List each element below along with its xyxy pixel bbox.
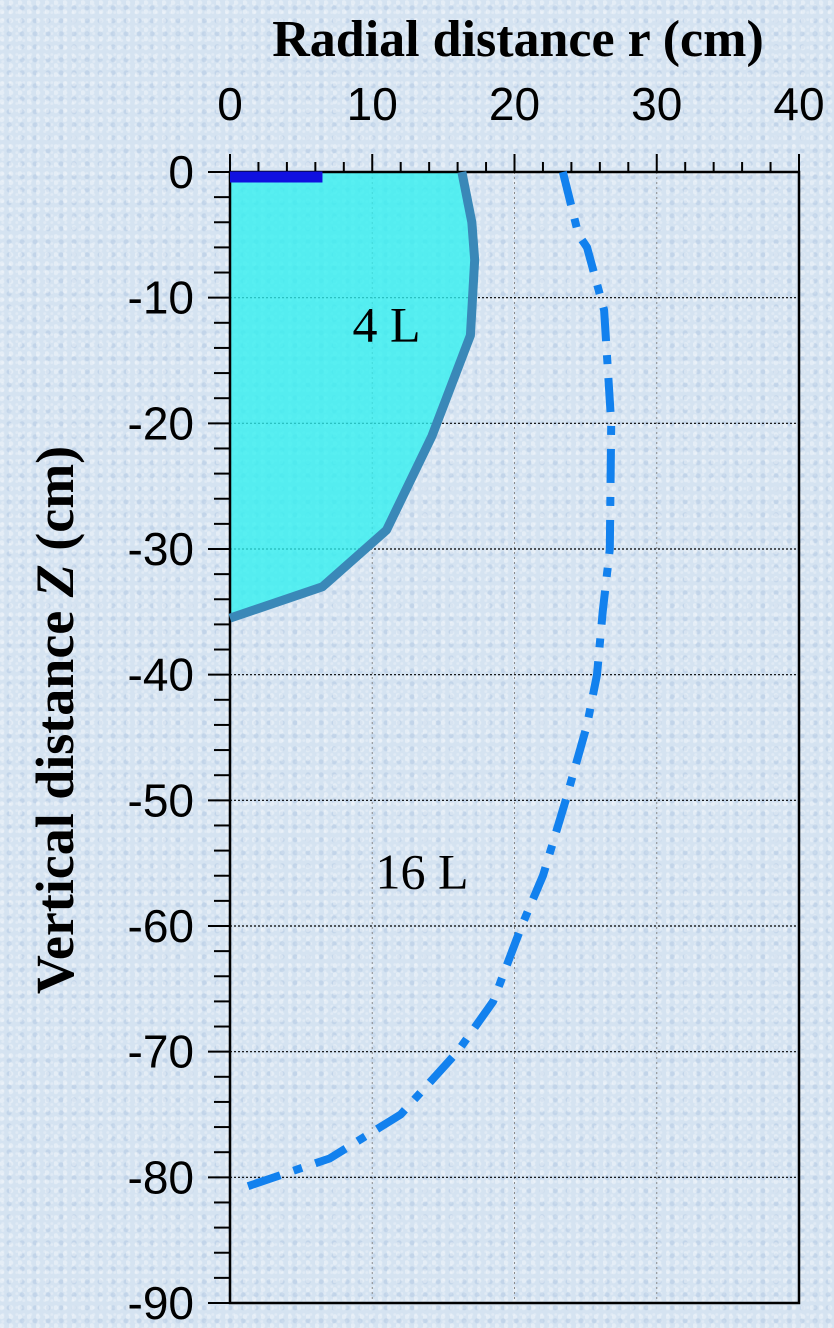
y-axis-title: Vertical distance Z (cm)	[25, 446, 85, 994]
x-tick-label: 20	[489, 78, 540, 130]
series-lines	[228, 171, 616, 1194]
y-tick-label: 0	[168, 146, 194, 198]
y-tick-label: -50	[128, 774, 194, 826]
y-tick-label: -60	[128, 900, 194, 952]
series-line-0	[228, 171, 480, 623]
annotation-label: 16 L	[376, 843, 469, 899]
y-tick-label: -10	[128, 272, 194, 324]
series-fills	[230, 172, 475, 619]
annotations: 4 L 16 L	[352, 297, 468, 900]
x-axis-title: Radial distance r (cm)	[272, 11, 764, 68]
y-axis-title-symbol: Z	[25, 564, 85, 598]
x-tick-label: 10	[347, 78, 398, 130]
series-line-1	[235, 171, 616, 1194]
y-tick-label: -70	[128, 1026, 194, 1078]
y-axis-title-unit: (cm)	[25, 446, 85, 564]
x-tick-label: 40	[773, 78, 824, 130]
x-tick-label: 30	[631, 78, 682, 130]
tick-labels: 0 10 20 30 40 0 -10 -20 -30 -40 -50 -60 -70 -80 -90	[128, 78, 825, 1328]
grid-lines	[230, 172, 799, 1303]
y-tick-label: -30	[128, 523, 194, 575]
y-tick-label: -90	[128, 1277, 194, 1328]
series-fill-0	[230, 172, 475, 619]
annotation-label: 4 L	[352, 297, 420, 353]
axis-ticks	[208, 154, 800, 1304]
y-tick-label: -80	[128, 1151, 194, 1203]
y-axis-title-prefix: Vertical distance	[25, 597, 85, 994]
y-tick-label: -40	[128, 649, 194, 701]
y-tick-label: -20	[128, 397, 194, 449]
x-tick-label: 0	[217, 78, 243, 130]
